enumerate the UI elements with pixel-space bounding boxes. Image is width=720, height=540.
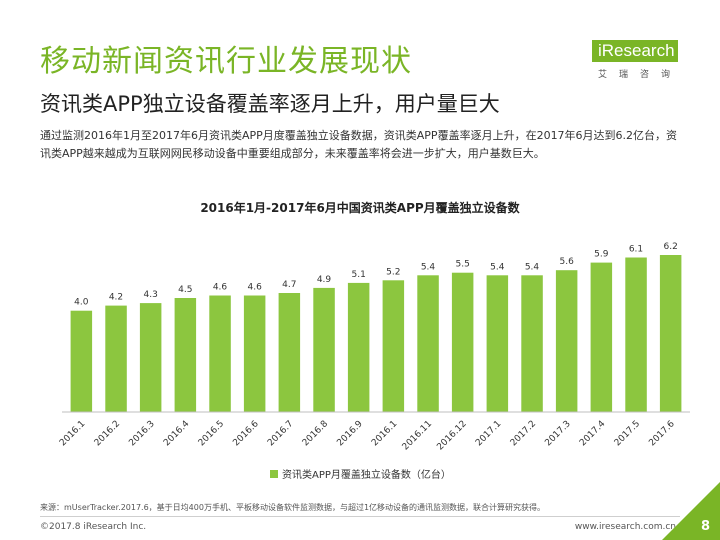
- data-label-6: 4.6: [248, 283, 263, 293]
- x-tick-label-2: 2016.2: [93, 419, 122, 448]
- data-label-13: 5.4: [490, 262, 505, 272]
- x-tick-label-11: 2016.11: [401, 419, 434, 452]
- x-tick-label-12: 2016.12: [435, 419, 468, 452]
- footer-divider: [40, 516, 680, 517]
- bar-13: [486, 275, 509, 412]
- data-label-8: 4.9: [317, 275, 332, 285]
- bar-6: [243, 295, 266, 412]
- x-tick-label-7: 2016.7: [266, 419, 295, 448]
- data-label-10: 5.2: [386, 267, 400, 277]
- bar-18: [659, 255, 682, 412]
- copyright: ©2017.8 iResearch Inc.: [40, 522, 147, 532]
- x-tick-label-17: 2017.5: [613, 419, 642, 448]
- legend-swatch: [270, 470, 278, 478]
- bar-15: [555, 270, 578, 412]
- bar-11: [417, 275, 439, 412]
- page-title: 移动新闻资讯行业发展现状: [40, 44, 412, 79]
- website-url: www.iresearch.com.cn: [574, 522, 676, 532]
- iresearch-logo: iResearch 艾瑞咨询: [592, 40, 684, 84]
- x-tick-label-3: 2016.3: [127, 419, 156, 448]
- bar-16: [590, 262, 613, 412]
- bar-17: [625, 257, 647, 412]
- x-tick-label-4: 2016.4: [162, 419, 192, 449]
- x-tick-label-1: 2016.1: [58, 419, 87, 448]
- page-description: 通过监测2016年1月至2017年6月资讯类APP月度覆盖独立设备数据，资讯类A…: [40, 129, 678, 160]
- bar-14: [521, 275, 543, 412]
- data-label-9: 5.1: [352, 270, 366, 280]
- x-tick-label-10: 2016.1: [370, 419, 399, 448]
- source-note: 来源：mUserTracker.2017.6，基于日均400万手机、平板移动设备…: [40, 503, 546, 512]
- x-tick-label-14: 2017.2: [509, 419, 538, 448]
- bar-2: [105, 305, 127, 412]
- logo-brand: iResearch: [592, 40, 678, 62]
- data-label-18: 6.2: [664, 242, 678, 252]
- x-tick-label-8: 2016.8: [301, 419, 331, 449]
- data-label-1: 4.0: [74, 298, 89, 308]
- corner-triangle: [662, 482, 720, 540]
- x-tick-label-18: 2017.6: [647, 419, 677, 449]
- data-label-5: 4.6: [213, 283, 228, 293]
- data-label-17: 6.1: [629, 245, 643, 255]
- bar-5: [209, 295, 231, 412]
- bar-12: [451, 272, 474, 412]
- data-label-4: 4.5: [178, 285, 192, 295]
- x-tick-label-16: 2017.4: [578, 419, 608, 449]
- bar-7: [278, 293, 301, 412]
- x-tick-label-5: 2016.5: [197, 419, 226, 448]
- x-tick-label-9: 2016.9: [335, 419, 365, 449]
- data-label-12: 5.5: [456, 260, 470, 270]
- page-number: 8: [700, 519, 710, 534]
- bar-chart: 2016年1月-2017年6月中国资讯类APP月覆盖独立设备数 4.0 4.2 4.…: [58, 200, 690, 481]
- data-label-11: 5.4: [421, 262, 436, 272]
- data-label-2: 4.2: [109, 293, 123, 303]
- data-label-15: 5.6: [560, 257, 575, 267]
- x-tick-label-15: 2017.3: [543, 419, 572, 448]
- bar-9: [347, 282, 370, 412]
- bar-3: [139, 303, 162, 412]
- bar-8: [313, 287, 335, 412]
- x-tick-label-6: 2016.6: [231, 419, 261, 449]
- data-label-3: 4.3: [144, 290, 158, 300]
- legend-label: 资讯类APP月覆盖独立设备数（亿台）: [282, 468, 451, 481]
- data-label-16: 5.9: [594, 250, 609, 260]
- page-subtitle: 资讯类APP独立设备覆盖率逐月上升，用户量巨大: [40, 92, 500, 116]
- data-label-14: 5.4: [525, 262, 540, 272]
- bar-10: [382, 280, 405, 412]
- logo-subtitle: 艾瑞咨询: [598, 70, 683, 80]
- bar-1: [70, 310, 93, 412]
- bar-4: [174, 298, 197, 412]
- x-tick-label-13: 2017.1: [474, 419, 503, 448]
- chart-title: 2016年1月-2017年6月中国资讯类APP月覆盖独立设备数: [200, 200, 520, 215]
- data-label-7: 4.7: [282, 280, 296, 290]
